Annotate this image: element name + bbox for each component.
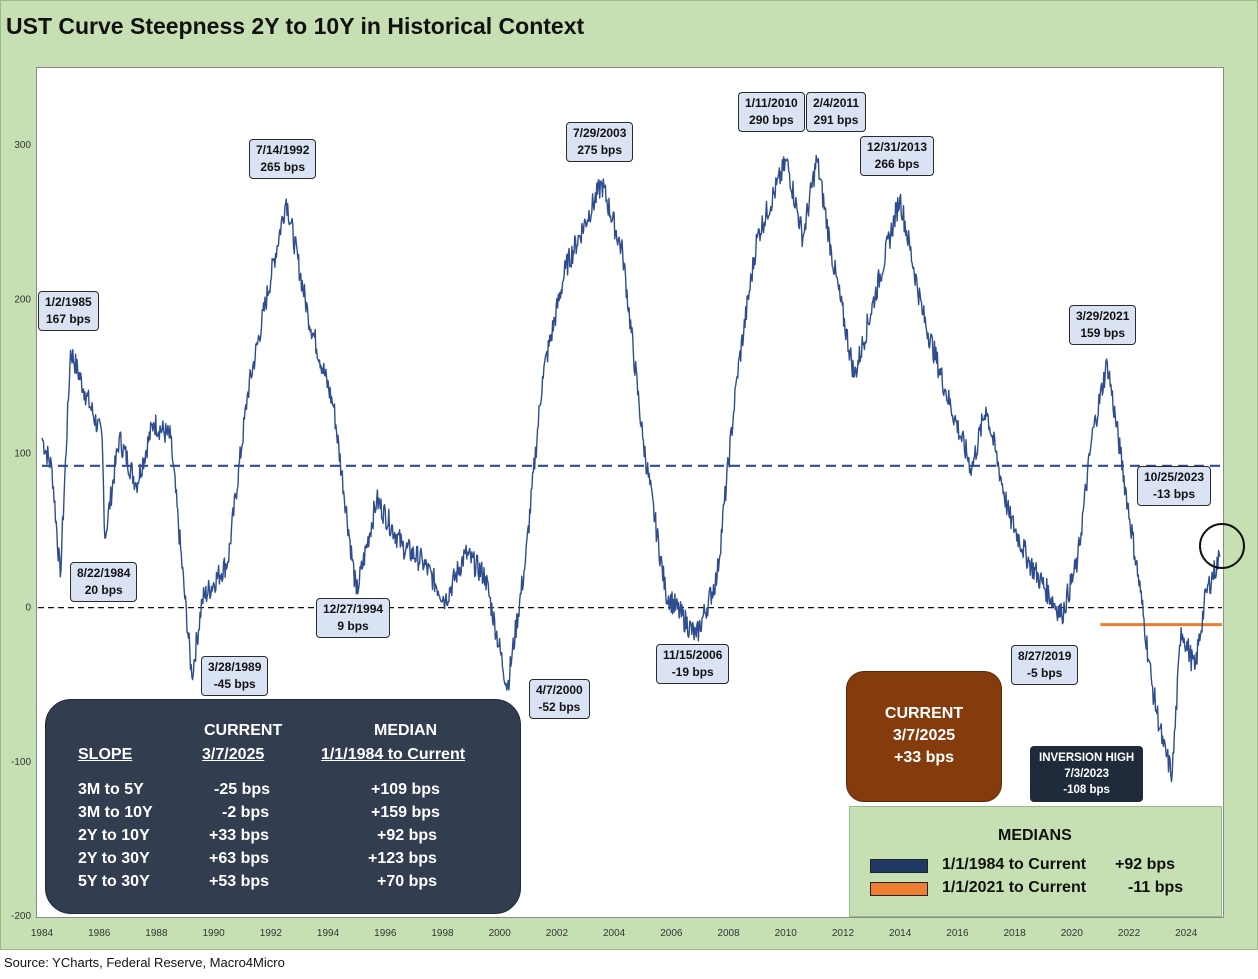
row-slope: 2Y to 30Y — [78, 850, 150, 867]
current-value: +33 bps — [893, 749, 955, 766]
x-tick-label: 2000 — [489, 928, 512, 939]
annotation-peak-2013: 12/31/2013 266 bps — [860, 136, 935, 176]
annotation-low-1989: 3/28/1989 -45 bps — [201, 656, 269, 696]
header-median-range: 1/1/1984 to Current — [321, 746, 466, 763]
row-median: +159 bps — [371, 804, 440, 821]
y-tick-label: -100 — [11, 757, 31, 768]
legend-value-1984: +92 bps — [1115, 856, 1176, 873]
x-tick-label: 1996 — [374, 928, 397, 939]
x-tick-label: 1984 — [31, 928, 54, 939]
header-slope: SLOPE — [78, 746, 133, 763]
medians-legend: MEDIANS 1/1/1984 to Current +92 bps 1/1/… — [849, 806, 1222, 917]
row-slope: 3M to 5Y — [78, 781, 144, 798]
header-median: MEDIAN — [374, 722, 438, 739]
x-tick-label: 2022 — [1118, 928, 1141, 939]
inversion-high-box: INVERSION HIGH 7/3/2023 -108 bps — [1030, 746, 1144, 802]
annotation-low-1984: 8/22/1984 20 bps — [70, 562, 138, 602]
current-value-box: CURRENT 3/7/2025 +33 bps — [846, 671, 1002, 802]
row-median: +92 bps — [377, 827, 438, 844]
header-current-date: 3/7/2025 — [202, 746, 265, 763]
legend-swatch-2021 — [870, 882, 928, 896]
row-current: +53 bps — [209, 873, 270, 890]
row-slope: 3M to 10Y — [78, 804, 153, 821]
x-tick-label: 2002 — [546, 928, 569, 939]
x-tick-label: 2008 — [717, 928, 740, 939]
row-current: +63 bps — [209, 850, 270, 867]
row-current: -25 bps — [214, 781, 271, 798]
x-tick-label: 1994 — [317, 928, 340, 939]
row-median: +70 bps — [377, 873, 438, 890]
current-date: 3/7/2025 — [892, 727, 956, 744]
x-tick-label: 2016 — [946, 928, 969, 939]
x-tick-label: 2010 — [775, 928, 798, 939]
row-median: +109 bps — [371, 781, 440, 798]
annotation-low-1994: 12/27/1994 9 bps — [316, 598, 391, 638]
y-tick-label: 100 — [14, 448, 31, 459]
current-value-circle — [1199, 523, 1245, 569]
series-line-2y10y — [41, 154, 1221, 783]
y-tick-label: 200 — [14, 294, 31, 305]
annotation-2023: 10/25/2023 -13 bps — [1137, 466, 1212, 506]
chart-title: UST Curve Steepness 2Y to 10Y in Histori… — [6, 13, 585, 39]
x-tick-label: 2020 — [1061, 928, 1084, 939]
y-tick-label: 300 — [14, 140, 31, 151]
x-tick-label: 1986 — [88, 928, 111, 939]
x-tick-label: 1998 — [431, 928, 454, 939]
legend-range-2021: 1/1/2021 to Current — [942, 879, 1087, 896]
x-axis: 1984 1986 1988 1990 1992 1994 1996 1998 2000 2002… — [31, 928, 1198, 939]
x-tick-label: 1990 — [203, 928, 226, 939]
legend-range-1984: 1/1/1984 to Current — [942, 856, 1087, 873]
x-tick-label: 2012 — [832, 928, 855, 939]
y-axis: 300 200 100 0 -100 -200 — [11, 140, 31, 922]
row-current: -2 bps — [222, 804, 270, 821]
annotation-peak-1985: 1/2/1985 167 bps — [38, 291, 99, 331]
x-tick-label: 2014 — [889, 928, 912, 939]
row-median: +123 bps — [368, 850, 437, 867]
annotation-low-2006: 11/15/2006 -19 bps — [656, 644, 730, 684]
row-slope: 2Y to 10Y — [78, 827, 150, 844]
medians-title: MEDIANS — [998, 827, 1072, 844]
annotation-low-2019: 8/27/2019 -5 bps — [1011, 645, 1079, 685]
y-tick-label: -200 — [11, 911, 31, 922]
x-tick-label: 2024 — [1175, 928, 1198, 939]
current-label: CURRENT — [884, 705, 964, 722]
x-tick-label: 2006 — [660, 928, 683, 939]
y-tick-label: 0 — [25, 603, 31, 614]
source-note: Source: YCharts, Federal Reserve, Macro4… — [4, 955, 285, 970]
x-tick-label: 2004 — [603, 928, 626, 939]
annotation-peak-2021: 3/29/2021 159 bps — [1069, 305, 1137, 345]
slope-table: CURRENT 3/7/2025 MEDIAN 1/1/1984 to Curr… — [45, 699, 521, 914]
row-current: +33 bps — [209, 827, 270, 844]
row-slope: 5Y to 30Y — [78, 873, 150, 890]
x-tick-label: 1988 — [145, 928, 168, 939]
annotation-peak-1992: 7/14/1992 265 bps — [249, 139, 317, 179]
annotation-peak-2010: 1/11/2010 290 bps — [738, 92, 805, 132]
annotation-low-2000: 4/7/2000 -52 bps — [529, 679, 590, 719]
header-current: CURRENT — [204, 722, 283, 739]
x-tick-label: 1992 — [260, 928, 283, 939]
x-tick-label: 2018 — [1003, 928, 1026, 939]
annotation-peak-2011: 2/4/2011 291 bps — [806, 92, 867, 132]
legend-value-2021: -11 bps — [1128, 879, 1184, 896]
annotation-peak-2003: 7/29/2003 275 bps — [566, 122, 634, 162]
legend-swatch-1984 — [870, 859, 928, 873]
